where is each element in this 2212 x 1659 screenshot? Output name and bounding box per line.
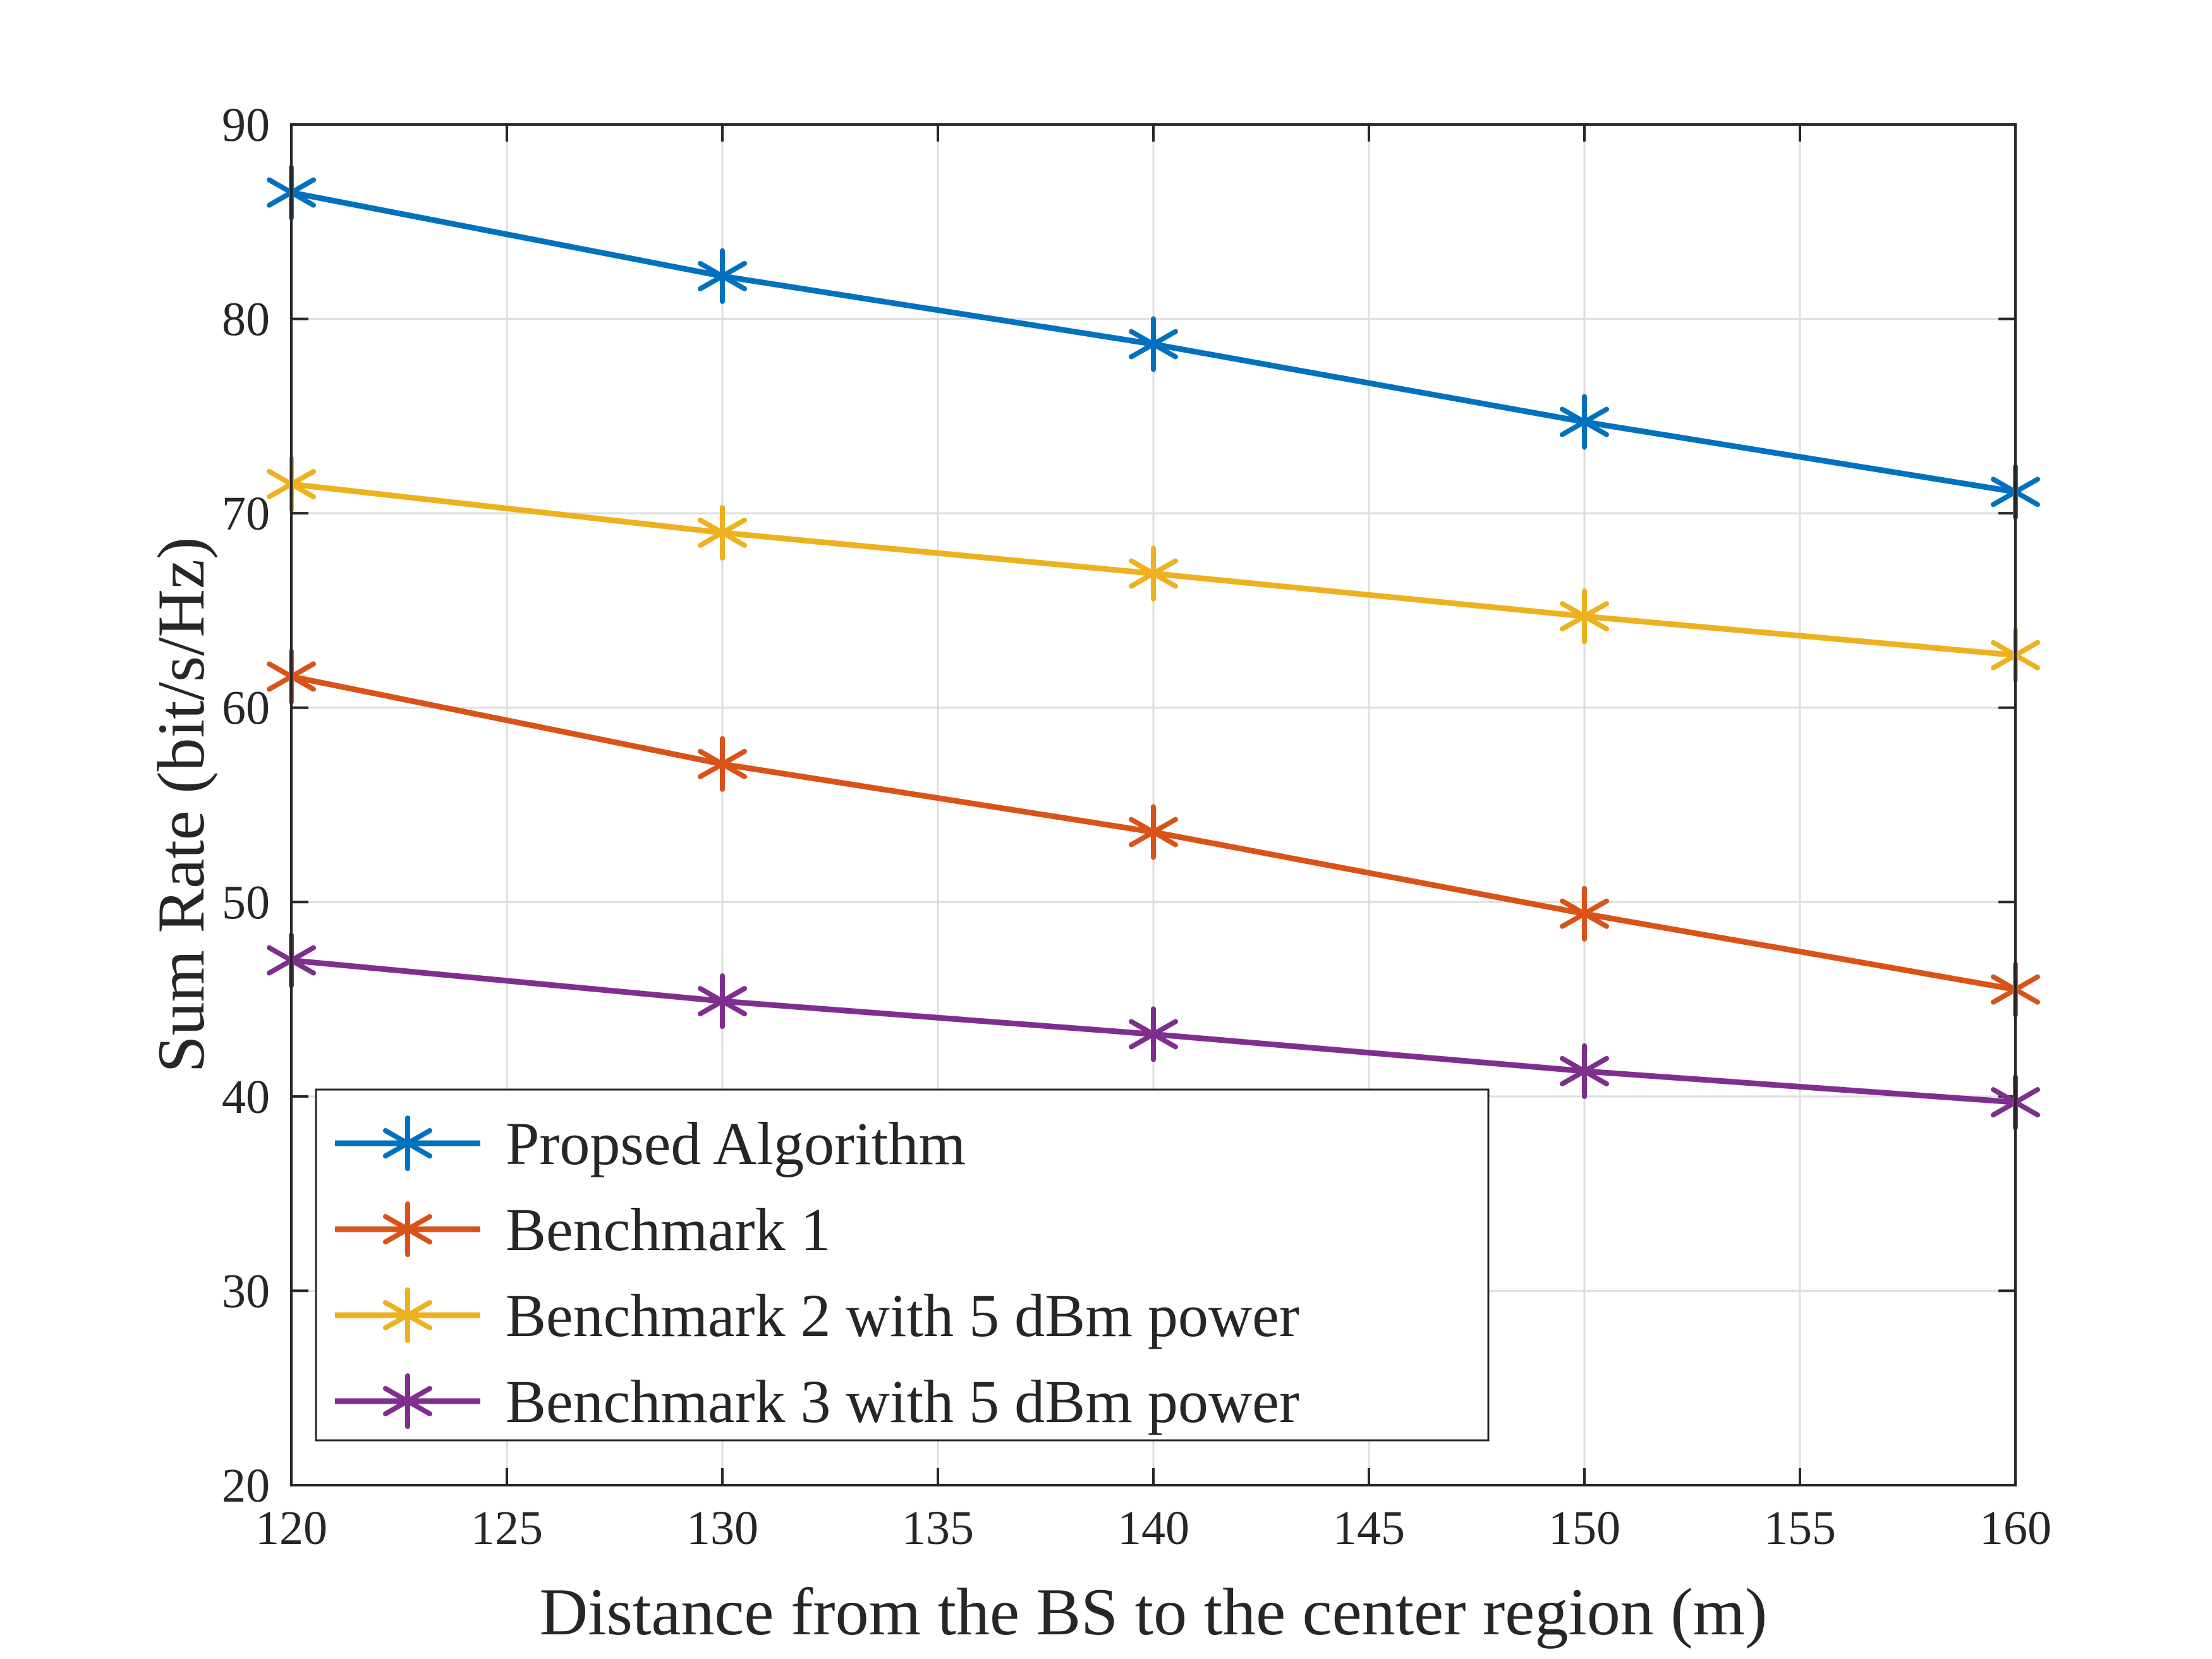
x-tick-label: 145 <box>1333 1502 1405 1555</box>
y-tick-label: 50 <box>222 876 270 929</box>
legend-item: Propsed Algorithm <box>335 1110 966 1177</box>
data-point-marker <box>698 736 747 792</box>
y-tick-label: 70 <box>222 487 270 540</box>
y-tick-label: 40 <box>222 1071 270 1124</box>
x-tick-label: 155 <box>1764 1502 1836 1555</box>
data-point-marker <box>698 504 747 561</box>
data-point-marker <box>698 248 747 304</box>
data-point-marker <box>1560 588 1609 645</box>
legend-swatch-marker <box>383 1201 432 1257</box>
data-point-marker <box>1560 885 1609 942</box>
legend-item: Benchmark 3 with 5 dBm power <box>335 1368 1299 1435</box>
x-tick-label: 140 <box>1117 1502 1189 1555</box>
data-point-marker <box>1560 1043 1609 1099</box>
legend-box <box>315 1088 1490 1442</box>
legend-swatch-marker <box>383 1373 432 1429</box>
y-tick-label: 90 <box>222 99 270 152</box>
y-tick-label: 30 <box>222 1265 270 1318</box>
x-tick-label: 150 <box>1548 1502 1620 1555</box>
legend-swatch-marker <box>383 1115 432 1171</box>
series-1 <box>267 164 2040 520</box>
legend-item: Benchmark 2 with 5 dBm power <box>335 1282 1299 1349</box>
y-tick-label: 80 <box>222 293 270 346</box>
x-tick-label: 135 <box>902 1502 974 1555</box>
legend-item: Benchmark 1 <box>335 1196 831 1263</box>
x-tick-label: 130 <box>686 1502 758 1555</box>
data-point-marker <box>1129 316 1178 372</box>
data-point-marker <box>1129 804 1178 860</box>
legend-label: Benchmark 3 with 5 dBm power <box>506 1368 1299 1435</box>
legend-label: Benchmark 1 <box>506 1196 831 1263</box>
y-tick-label: 60 <box>222 682 270 735</box>
legend-label: Propsed Algorithm <box>506 1110 966 1177</box>
x-tick-label: 160 <box>1979 1502 2051 1555</box>
tick-labels: 120 125 130 135 140 145 150 155 160 20 30 40 50 60 70 8… <box>222 99 2051 1555</box>
y-axis-label: Sum Rate (bit/s/Hz) <box>144 537 218 1073</box>
x-tick-label: 120 <box>255 1502 327 1555</box>
plot-frame <box>290 123 2017 1486</box>
data-point-marker <box>1560 394 1609 450</box>
x-axis-label: Distance from the BS to the center regio… <box>540 1575 1768 1649</box>
data-point-marker <box>698 973 747 1030</box>
legend: Propsed Algorithm Benchmark 1 Benchmark 2 … <box>315 1088 1490 1442</box>
data-point-marker <box>1129 545 1178 602</box>
data-point-marker <box>1129 1006 1178 1062</box>
y-tick-label: 20 <box>222 1459 270 1512</box>
legend-label: Benchmark 2 with 5 dBm power <box>506 1282 1299 1349</box>
x-tick-label: 125 <box>471 1502 543 1555</box>
legend-swatch-marker <box>383 1287 432 1343</box>
